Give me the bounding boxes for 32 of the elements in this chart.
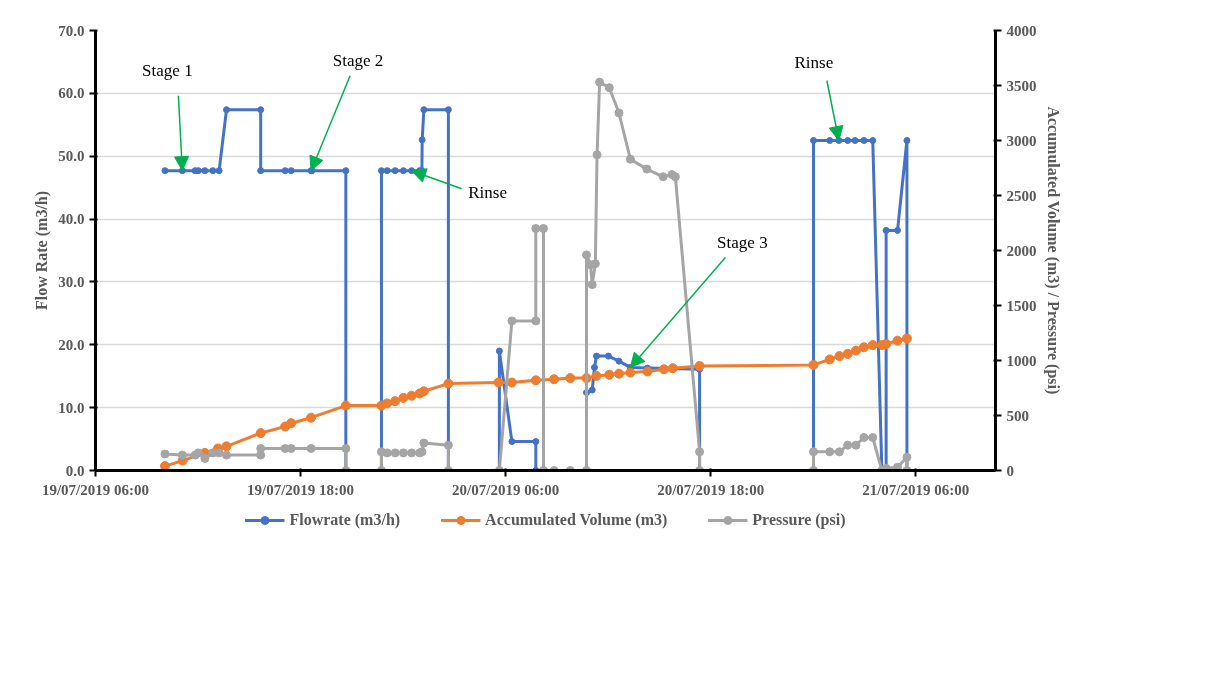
y2-axis-title: Accumulated Volume (m3) / Pressure (psi): [1043, 106, 1062, 395]
legend-label: Pressure (psi): [752, 511, 846, 529]
x-tick-label: 20/07/2019 18:00: [657, 481, 765, 498]
y-tick-label: 10.0: [58, 399, 85, 416]
y2-tick-label: 4000: [1006, 22, 1037, 39]
y2-tick-label: 1500: [1006, 297, 1037, 314]
x-tick-label: 21/07/2019 06:00: [862, 481, 970, 498]
annotation: Stage 1: [142, 61, 193, 81]
y-tick-label: 40.0: [58, 211, 85, 228]
legend-label: Accumulated Volume (m3): [485, 511, 668, 529]
annotation: Rinse: [794, 53, 834, 72]
y-tick-label: 50.0: [58, 148, 85, 165]
x-tick-label: 20/07/2019 06:00: [452, 481, 560, 498]
y-tick-label: 30.0: [58, 273, 85, 290]
annotation: Stage 3: [717, 232, 768, 252]
y-tick-label: 0.0: [65, 462, 85, 479]
y2-tick-label: 3000: [1006, 132, 1037, 149]
y-tick-label: 60.0: [58, 85, 85, 102]
annotation: Stage 2: [332, 51, 384, 71]
x-tick-label: 19/07/2019 18:00: [247, 481, 355, 498]
y2-tick-label: 500: [1006, 407, 1029, 424]
y-tick-label: 70.0: [58, 22, 85, 39]
annotation: Rinse: [468, 183, 508, 203]
y-tick-label: 20.0: [58, 336, 85, 353]
legend-label: Flowrate (m3/h): [289, 511, 401, 529]
y-axis-title: Flow Rate (m3/h): [33, 190, 52, 311]
y2-tick-label: 2500: [1006, 187, 1037, 204]
y2-tick-label: 2000: [1006, 242, 1037, 259]
y2-tick-label: 1000: [1006, 352, 1037, 369]
y2-tick-label: 3500: [1006, 77, 1037, 94]
y2-tick-label: 0: [1006, 462, 1014, 479]
x-tick-label: 19/07/2019 06:00: [41, 481, 150, 498]
